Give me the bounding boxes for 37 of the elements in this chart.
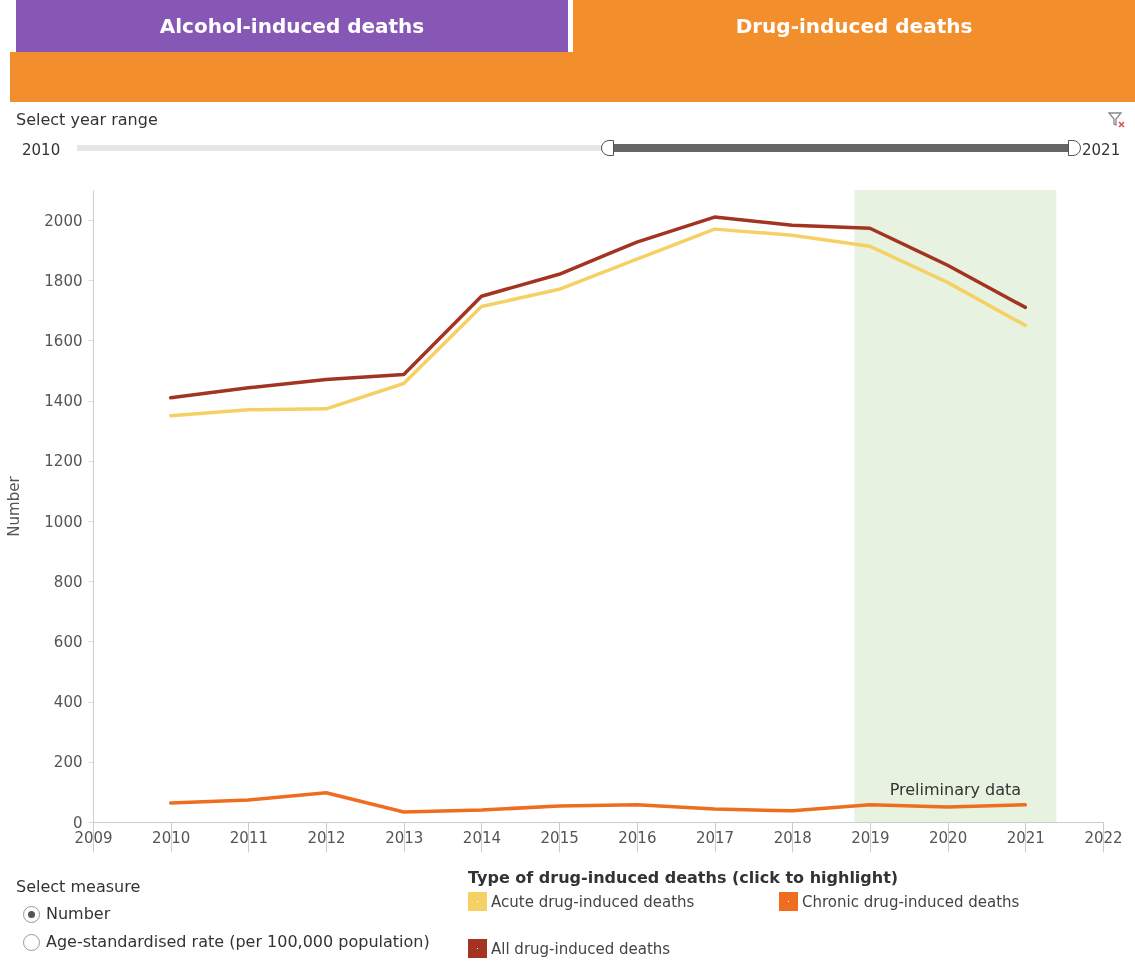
- text: Drug-induced deaths: [573, 0, 1135, 52]
- x-tick-label: 2012: [307, 828, 346, 847]
- x-tick-label: 2017: [695, 828, 735, 847]
- text: Number: [46, 904, 111, 923]
- text: Select year range: [16, 110, 158, 129]
- text: 2021: [1082, 141, 1121, 159]
- y-tick-label: 400: [53, 693, 83, 712]
- x-tick-label: 2020: [929, 828, 968, 847]
- x-tick-label: 2022: [1084, 828, 1123, 847]
- legend-label: Acute drug-induced deaths: [491, 892, 695, 911]
- legend-label: All drug-induced deaths: [491, 939, 671, 958]
- x-tick-label: 2014: [462, 828, 502, 847]
- text: 2010: [22, 141, 61, 159]
- legend-title: Type of drug-induced deaths (click to highlight): [468, 868, 899, 887]
- y-tick-label: 1400: [44, 392, 83, 411]
- text: Age-standardised rate (per 100,000 population): [46, 932, 430, 951]
- y-tick-label: 600: [53, 632, 83, 651]
- y-tick-label: 1200: [44, 452, 83, 471]
- x-tick-label: 2011: [229, 828, 268, 847]
- y-axis-title: Number: [5, 475, 24, 537]
- y-tick-label: 1000: [44, 512, 83, 531]
- x-tick-label: 2016: [618, 828, 657, 847]
- x-tick-label: 2010: [152, 828, 191, 847]
- x-tick-label: 2021: [1006, 828, 1045, 847]
- text: Select measure: [16, 877, 141, 896]
- y-tick-label: 1800: [44, 271, 83, 290]
- text: Alcohol-induced deaths: [16, 0, 568, 52]
- x-tick-label: 2015: [540, 828, 579, 847]
- x-tick-label: 2018: [773, 828, 812, 847]
- x-tick-label: 2013: [385, 828, 424, 847]
- legend-label: Chronic drug-induced deaths: [802, 892, 1020, 911]
- y-tick-label: 1600: [44, 331, 83, 350]
- y-tick-label: 800: [53, 572, 83, 591]
- y-tick-label: 200: [53, 753, 83, 772]
- band-label: Preliminary data: [889, 780, 1022, 799]
- x-tick-label: 2019: [851, 828, 890, 847]
- y-tick-label: 2000: [44, 211, 83, 230]
